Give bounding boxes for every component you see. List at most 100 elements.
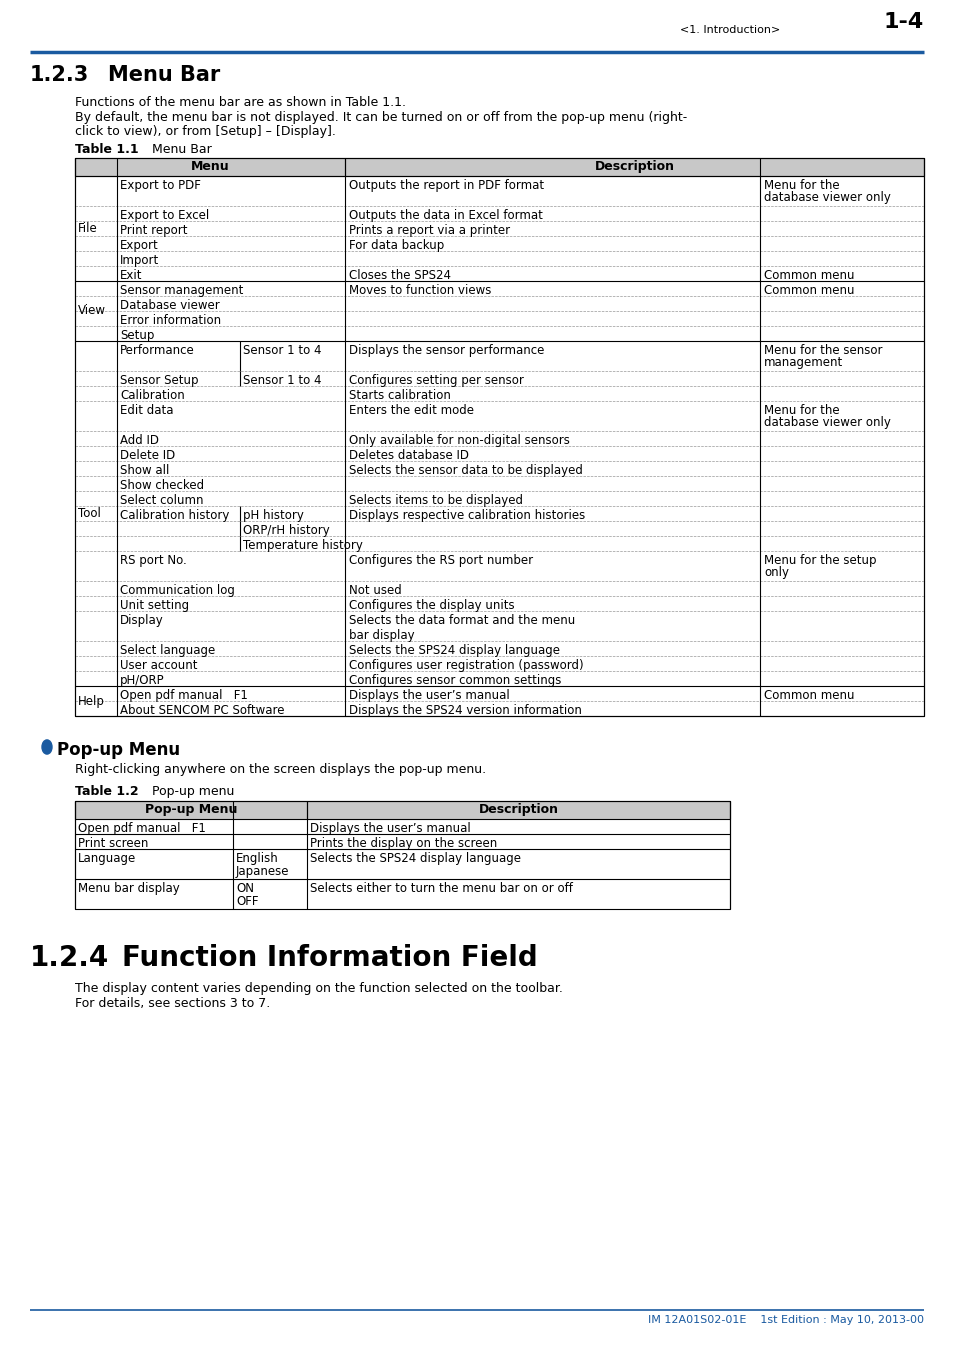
Text: Select column: Select column	[120, 494, 203, 508]
Text: Enters the edit mode: Enters the edit mode	[349, 404, 474, 417]
Bar	[75, 158, 923, 716]
Text: Functions of the menu bar are as shown in Table 1.1.: Functions of the menu bar are as shown i…	[75, 96, 406, 109]
Text: 1.2.3: 1.2.3	[30, 65, 90, 85]
Text: Unit setting: Unit setting	[120, 599, 189, 612]
Text: Menu for the: Menu for the	[763, 404, 839, 417]
Text: Sensor management: Sensor management	[120, 284, 243, 297]
Text: database viewer only: database viewer only	[763, 416, 890, 429]
Text: Select language: Select language	[120, 644, 215, 657]
Text: Configures user registration (password): Configures user registration (password)	[349, 659, 583, 672]
Text: Starts calibration: Starts calibration	[349, 389, 451, 402]
Text: English: English	[235, 852, 278, 865]
Text: Open pdf manual   F1: Open pdf manual F1	[78, 822, 206, 836]
Text: Prints the display on the screen: Prints the display on the screen	[310, 837, 497, 850]
Text: Right-clicking anywhere on the screen displays the pop-up menu.: Right-clicking anywhere on the screen di…	[75, 763, 486, 776]
Text: Database viewer: Database viewer	[120, 298, 219, 312]
Text: Show all: Show all	[120, 464, 170, 477]
Text: Help: Help	[78, 694, 105, 707]
Text: Selects the SPS24 display language: Selects the SPS24 display language	[310, 852, 520, 865]
Text: Table 1.1: Table 1.1	[75, 143, 138, 157]
Text: IM 12A01S02-01E    1st Edition : May 10, 2013-00: IM 12A01S02-01E 1st Edition : May 10, 20…	[647, 1315, 923, 1324]
Text: Calibration history: Calibration history	[120, 509, 229, 522]
Text: Communication log: Communication log	[120, 585, 234, 597]
Text: Export to Excel: Export to Excel	[120, 209, 209, 221]
Text: Displays respective calibration histories: Displays respective calibration historie…	[349, 509, 584, 522]
Text: Language: Language	[78, 852, 136, 865]
Text: Menu for the sensor: Menu for the sensor	[763, 344, 882, 356]
Text: The display content varies depending on the function selected on the toolbar.: The display content varies depending on …	[75, 981, 562, 995]
Text: Deletes database ID: Deletes database ID	[349, 450, 469, 462]
Text: Print report: Print report	[120, 224, 188, 238]
Text: Displays the user’s manual: Displays the user’s manual	[349, 688, 509, 702]
Text: Menu for the: Menu for the	[763, 180, 839, 192]
Text: Export to PDF: Export to PDF	[120, 180, 201, 192]
Text: OFF: OFF	[235, 895, 258, 909]
Text: Temperature history: Temperature history	[243, 539, 362, 552]
Text: <1. Introduction>: <1. Introduction>	[679, 26, 780, 35]
Text: Selects the SPS24 display language: Selects the SPS24 display language	[349, 644, 559, 657]
Text: Calibration: Calibration	[120, 389, 185, 402]
Text: Selects items to be displayed: Selects items to be displayed	[349, 494, 522, 508]
Text: Selects the data format and the menu
bar display: Selects the data format and the menu bar…	[349, 614, 575, 643]
Text: Japanese: Japanese	[235, 865, 289, 878]
Text: Closes the SPS24: Closes the SPS24	[349, 269, 451, 282]
Text: Configures the display units: Configures the display units	[349, 599, 514, 612]
Text: Common menu: Common menu	[763, 284, 854, 297]
Text: Export: Export	[120, 239, 158, 252]
Text: Selects either to turn the menu bar on or off: Selects either to turn the menu bar on o…	[310, 882, 572, 895]
Text: click to view), or from [Setup] – [Display].: click to view), or from [Setup] – [Displ…	[75, 126, 335, 138]
Text: 1-4: 1-4	[882, 12, 923, 32]
Text: ON: ON	[235, 882, 253, 895]
Text: Moves to function views: Moves to function views	[349, 284, 491, 297]
Text: Common menu: Common menu	[763, 269, 854, 282]
Text: File: File	[78, 221, 97, 235]
Text: Menu for the setup: Menu for the setup	[763, 554, 876, 567]
Bar	[75, 801, 729, 909]
Text: Display: Display	[120, 614, 164, 626]
Text: RS port No.: RS port No.	[120, 554, 187, 567]
Text: management: management	[763, 356, 842, 369]
Text: Menu: Menu	[191, 161, 229, 173]
Text: For details, see sections 3 to 7.: For details, see sections 3 to 7.	[75, 998, 270, 1010]
Text: Edit data: Edit data	[120, 404, 173, 417]
Text: Menu Bar: Menu Bar	[108, 65, 220, 85]
Text: Displays the sensor performance: Displays the sensor performance	[349, 344, 544, 356]
Text: ORP/rH history: ORP/rH history	[243, 524, 330, 537]
Text: Pop-up Menu: Pop-up Menu	[57, 741, 180, 759]
Text: Add ID: Add ID	[120, 433, 159, 447]
Text: For data backup: For data backup	[349, 239, 444, 252]
Text: pH/ORP: pH/ORP	[120, 674, 165, 687]
Text: View: View	[78, 305, 106, 317]
Text: Configures sensor common settings: Configures sensor common settings	[349, 674, 560, 687]
Text: Selects the sensor data to be displayed: Selects the sensor data to be displayed	[349, 464, 582, 477]
Text: Only available for non-digital sensors: Only available for non-digital sensors	[349, 433, 569, 447]
Text: Pop-up menu: Pop-up menu	[152, 784, 234, 798]
Text: Sensor 1 to 4: Sensor 1 to 4	[243, 344, 321, 356]
Text: Description: Description	[478, 803, 558, 815]
Text: Menu bar display: Menu bar display	[78, 882, 179, 895]
Text: Exit: Exit	[120, 269, 142, 282]
Text: Table 1.2: Table 1.2	[75, 784, 138, 798]
Text: Not used: Not used	[349, 585, 401, 597]
Text: Delete ID: Delete ID	[120, 450, 175, 462]
Text: Common menu: Common menu	[763, 688, 854, 702]
Text: Show checked: Show checked	[120, 479, 204, 491]
Bar	[75, 801, 729, 819]
Circle shape	[42, 740, 52, 755]
Text: 1.2.4: 1.2.4	[30, 944, 110, 972]
Text: Sensor Setup: Sensor Setup	[120, 374, 198, 387]
Text: Function Information Field: Function Information Field	[122, 944, 537, 972]
Text: Open pdf manual   F1: Open pdf manual F1	[120, 688, 248, 702]
Bar	[75, 801, 729, 819]
Text: Description: Description	[594, 161, 674, 173]
Text: Import: Import	[120, 254, 159, 267]
Bar	[75, 158, 923, 176]
Text: Outputs the data in Excel format: Outputs the data in Excel format	[349, 209, 542, 221]
Text: Menu Bar: Menu Bar	[152, 143, 212, 157]
Text: pH history: pH history	[243, 509, 304, 522]
Text: Setup: Setup	[120, 329, 154, 342]
Text: database viewer only: database viewer only	[763, 190, 890, 204]
Text: Tool: Tool	[78, 508, 101, 520]
Text: Performance: Performance	[120, 344, 194, 356]
Text: Sensor 1 to 4: Sensor 1 to 4	[243, 374, 321, 387]
